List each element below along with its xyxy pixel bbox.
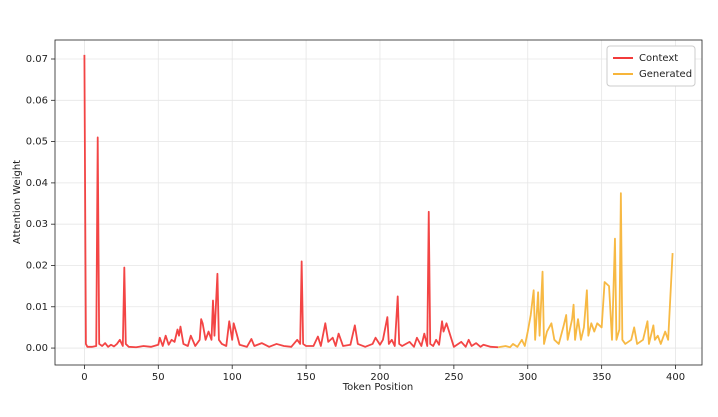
legend-label: Generated	[639, 69, 692, 80]
y-axis-label: Attention Weight	[12, 160, 23, 244]
legend-label: Context	[639, 53, 678, 64]
x-tick-label: 200	[370, 372, 389, 383]
y-tick-label: 0.07	[26, 54, 48, 65]
x-tick-label: 400	[666, 372, 685, 383]
y-tick-label: 0.03	[26, 219, 48, 230]
x-tick-label: 150	[297, 372, 316, 383]
x-tick-label: 50	[152, 372, 165, 383]
x-tick-label: 250	[444, 372, 463, 383]
legend: Context Generated	[606, 45, 696, 87]
series-line	[498, 192, 674, 349]
y-tick-label: 0.05	[26, 137, 48, 148]
legend-box	[606, 45, 696, 87]
x-axis-label: Token Position	[342, 382, 414, 393]
x-tick-label: 300	[518, 372, 537, 383]
plot-frame	[54, 39, 703, 366]
y-tick-label: 0.04	[26, 178, 48, 189]
y-tick-label: 0.02	[26, 260, 48, 271]
x-tick-label: 0	[81, 372, 87, 383]
x-tick-label: 350	[592, 372, 611, 383]
series-line	[83, 54, 499, 349]
y-tick-label: 0.06	[26, 95, 48, 106]
y-tick-label: 0.01	[26, 302, 48, 313]
y-tick-label: 0.00	[26, 343, 48, 354]
x-tick-label: 100	[223, 372, 242, 383]
